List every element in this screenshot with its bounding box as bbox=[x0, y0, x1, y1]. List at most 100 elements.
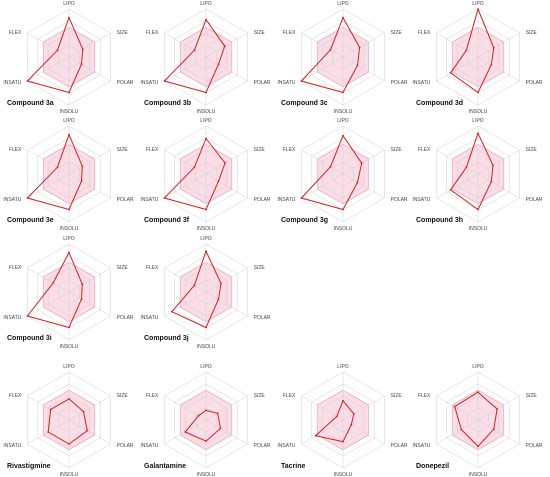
axis-label-size: SIZE bbox=[526, 393, 538, 399]
axis-spoke bbox=[342, 395, 385, 421]
axis-label-flex: FLEX bbox=[283, 30, 296, 36]
trace-point bbox=[205, 440, 207, 442]
axis-spoke bbox=[301, 32, 344, 58]
axis-label-insolu: INSOLU bbox=[334, 109, 353, 115]
axis-spoke bbox=[68, 149, 111, 175]
trace-point bbox=[329, 48, 332, 51]
compound-name: Compound 3b bbox=[144, 100, 191, 107]
axis-spoke bbox=[68, 32, 111, 58]
trace-point bbox=[205, 208, 207, 211]
axis-label-flex: FLEX bbox=[9, 265, 22, 271]
axis-spoke bbox=[342, 32, 385, 58]
axis-spoke bbox=[27, 291, 70, 317]
axis-label-insatu: INSATU bbox=[3, 443, 21, 449]
axis-spoke bbox=[205, 395, 248, 421]
axis-spoke bbox=[436, 395, 479, 421]
axis-label-size: SIZE bbox=[117, 30, 129, 36]
axis-label-flex: FLEX bbox=[146, 30, 159, 36]
axis-spoke bbox=[205, 291, 248, 317]
radar-panel-compound-3a: LIPO SIZE POLAR INSOLU INSATU FLEX Compound 3a bbox=[3, 1, 134, 115]
radar-panel-compound-3f: LIPO SIZE POLAR INSOLU INSATU FLEX Compound 3f bbox=[140, 118, 271, 232]
trace-point bbox=[217, 180, 220, 183]
compound-name: Compound 3c bbox=[281, 100, 328, 107]
axis-label-polar: POLAR bbox=[117, 315, 134, 321]
axis-spoke bbox=[477, 56, 520, 82]
trace-point bbox=[68, 398, 70, 400]
trace-point bbox=[193, 166, 196, 169]
axis-spoke bbox=[301, 149, 344, 175]
trace-point bbox=[465, 49, 468, 52]
axis-spoke bbox=[436, 419, 479, 445]
axis-label-insatu: INSATU bbox=[140, 80, 158, 86]
compound-name: Compound 3f bbox=[144, 217, 190, 224]
axis-spoke bbox=[164, 149, 207, 175]
trace-point bbox=[219, 427, 222, 430]
radar-panel-compound-3c: LIPO SIZE POLAR INSOLU INSATU FLEX Compound 3c bbox=[277, 1, 408, 115]
axis-label-insolu: INSOLU bbox=[197, 344, 216, 350]
trace-point bbox=[68, 133, 70, 136]
axis-spoke bbox=[164, 267, 207, 293]
axis-label-insolu: INSOLU bbox=[469, 226, 488, 232]
trace-point bbox=[171, 310, 173, 313]
axis-label-insatu: INSATU bbox=[412, 80, 430, 86]
axis-label-flex: FLEX bbox=[418, 30, 431, 36]
axis-label-flex: FLEX bbox=[146, 147, 159, 153]
axis-spoke bbox=[205, 267, 248, 293]
trace-point bbox=[358, 46, 361, 49]
axis-label-lipo: LIPO bbox=[472, 1, 484, 7]
axis-label-polar: POLAR bbox=[254, 443, 271, 449]
axis-label-flex: FLEX bbox=[146, 265, 159, 271]
trace-point bbox=[300, 197, 303, 199]
axis-label-polar: POLAR bbox=[391, 197, 408, 203]
trace-point bbox=[80, 298, 83, 301]
radar-panel-tacrine: LIPO SIZE POLAR INSOLU INSATU FLEX Tacrine bbox=[277, 364, 408, 477]
axis-label-insatu: INSATU bbox=[140, 443, 158, 449]
axis-label-size: SIZE bbox=[117, 393, 129, 399]
trace-point bbox=[460, 428, 463, 431]
radar-panel-rivastigmine: LIPO SIZE POLAR INSOLU INSATU FLEX Rivastigmin… bbox=[3, 364, 134, 477]
trace-point bbox=[81, 283, 84, 286]
trace-point bbox=[26, 80, 29, 82]
trace-point bbox=[82, 410, 85, 413]
trace-point bbox=[492, 164, 494, 167]
axis-spoke bbox=[477, 173, 520, 199]
axis-label-insatu: INSATU bbox=[140, 197, 158, 203]
trace-point bbox=[26, 197, 29, 199]
compound-name: Galantamine bbox=[144, 463, 186, 470]
axis-spoke bbox=[205, 32, 248, 58]
axis-label-size: SIZE bbox=[254, 147, 266, 153]
trace-point bbox=[342, 16, 344, 19]
trace-point bbox=[205, 18, 207, 21]
trace-point bbox=[197, 414, 200, 417]
radar-panel-compound-3g: LIPO SIZE POLAR INSOLU INSATU FLEX Compound 3g bbox=[277, 118, 408, 232]
axis-spoke bbox=[436, 32, 479, 58]
trace-point bbox=[47, 431, 50, 433]
axis-label-size: SIZE bbox=[117, 147, 129, 153]
axis-spoke bbox=[205, 173, 248, 199]
compound-name: Tacrine bbox=[281, 463, 305, 470]
compound-name: Rivastigmine bbox=[7, 463, 51, 470]
axis-label-insolu: INSOLU bbox=[334, 226, 353, 232]
axis-label-flex: FLEX bbox=[418, 393, 431, 399]
axis-label-size: SIZE bbox=[254, 30, 266, 36]
axis-spoke bbox=[164, 56, 207, 82]
axis-label-size: SIZE bbox=[254, 265, 266, 271]
trace-point bbox=[360, 162, 363, 165]
trace-point bbox=[350, 423, 353, 426]
axis-label-lipo: LIPO bbox=[200, 1, 212, 7]
axis-label-lipo: LIPO bbox=[200, 118, 212, 124]
trace-point bbox=[342, 208, 344, 211]
axis-label-polar: POLAR bbox=[117, 443, 134, 449]
axis-label-polar: POLAR bbox=[117, 197, 134, 203]
trace-point bbox=[193, 49, 196, 52]
trace-point bbox=[465, 166, 468, 169]
trace-point bbox=[477, 208, 479, 211]
trace-point bbox=[217, 63, 220, 66]
trace-point bbox=[342, 399, 344, 402]
axis-label-insatu: INSATU bbox=[412, 197, 430, 203]
axis-label-insolu: INSOLU bbox=[60, 109, 79, 115]
radar-panel-compound-3h: LIPO SIZE POLAR INSOLU INSATU FLEX Compound 3h bbox=[412, 118, 543, 232]
compound-name: Compound 3h bbox=[416, 217, 463, 224]
trace-point bbox=[56, 166, 59, 169]
axis-spoke bbox=[436, 56, 479, 82]
